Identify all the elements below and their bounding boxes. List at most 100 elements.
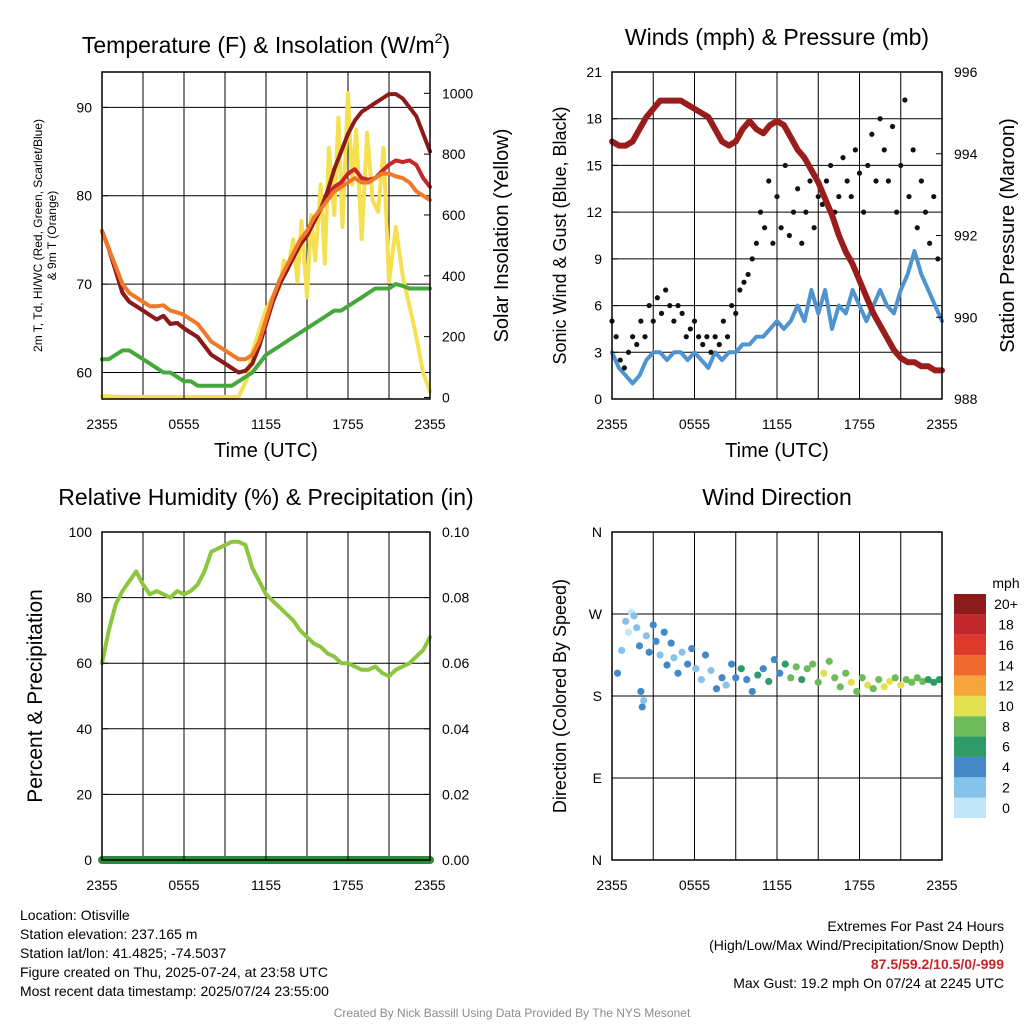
direction-point [908,678,916,686]
direction-point [831,674,839,682]
x-tick-label: 0555 [168,416,199,432]
x-tick-label: 1155 [251,877,281,893]
gust-point [828,162,834,169]
gust-point [935,256,941,262]
direction-point [787,674,795,682]
y-right-tick-label: 600 [442,207,466,223]
tick-marks [611,531,943,861]
direction-point [670,654,678,662]
direction-point [842,669,850,677]
gust-point [815,193,821,200]
grid-lines [612,72,942,399]
gust-point [691,318,698,324]
y-tick-label: E [593,770,602,786]
legend-label: 10 [998,698,1014,714]
direction-point [688,645,696,653]
gust-point [823,178,830,184]
gust-point [840,155,846,161]
legend-label: 4 [1002,759,1010,775]
direction-point [732,674,740,682]
legend-label: 14 [998,657,1014,673]
direction-point [814,678,822,686]
gust-point [885,178,891,184]
direction-point [678,648,686,656]
y-right-tick-label: 0.06 [442,655,469,671]
direction-point [748,687,756,696]
direction-point [622,617,630,625]
gust-point [914,225,920,231]
y-tick-label: 60 [76,364,92,380]
direction-point [637,687,645,696]
y-tick-label: S [593,688,602,704]
direction-point [781,660,789,668]
y-right-tick-label: 0 [442,389,450,405]
extremes-panel: Extremes For Past 24 Hours (High/Low/Max… [709,917,1004,993]
direction-point [924,676,932,684]
x-tick-label: 2355 [926,416,957,432]
x-tick-label: 1755 [332,877,363,893]
direction-point [776,669,784,677]
direction-point [635,642,644,650]
gust-point [716,341,722,348]
gust-point [753,240,759,246]
x-tick-label: 2355 [926,877,957,893]
direction-point [660,628,668,636]
chart-title-end: ) [442,32,450,58]
y-tick-label: W [589,606,603,622]
y-right-tick-label: 200 [442,329,466,345]
direction-point [645,648,653,656]
station-info: Location: Otisville Station elevation: 2… [20,906,329,1001]
gust-point [663,287,669,293]
created-text: Figure created on Thu, 2025-07-24, at 23… [20,964,328,980]
x-tick-label: 2355 [596,877,627,893]
recent-text: Most recent data timestamp: 2025/07/24 2… [20,983,329,999]
direction-point [630,612,638,620]
gust-point [638,318,644,324]
gust-point [646,302,652,309]
direction-point [692,665,700,673]
legend-label: 12 [998,678,1014,694]
x-tick-label: 2355 [414,877,445,893]
y-tick-label: 18 [586,111,602,127]
legend-swatch [954,716,986,737]
chart-title: Temperature (F) & Insolation (W/m2) [82,30,450,58]
direction-point [618,646,626,655]
y-tick-label: 80 [76,188,92,204]
y-axis-label-line-1: 2m T, Td, HI/WC (Red, Green, Scarlet/Blu… [31,119,45,352]
chart-title-sup: 2 [435,30,443,46]
direction-point [718,674,726,682]
direction-point [825,657,833,665]
gust-point [630,334,636,340]
y-tick-label: 20 [76,786,92,802]
y-tick-label: N [592,524,602,540]
gust-point [898,162,904,169]
direction-point [798,676,806,684]
direction-point [759,665,767,673]
gust-point [724,334,731,340]
series-relative-humidity [100,539,432,679]
series-sonic-wind-blue [610,249,944,386]
tick-marks [611,71,943,400]
y-right-tick-label: 800 [442,146,466,162]
x-tick-label: 1755 [844,416,875,432]
legend-swatch [954,736,986,757]
direction-point [919,677,927,686]
direction-point [754,671,762,679]
series-gust-points [609,97,941,371]
direction-point [930,678,938,686]
direction-point [737,665,745,673]
legend-swatch [954,594,986,615]
y-right-tick-label: 400 [442,268,466,284]
gust-point [819,201,825,207]
x-tick-label: 2355 [86,877,117,893]
gust-point [873,178,879,184]
gust-point [696,334,702,340]
x-tick-label: 1155 [251,416,281,432]
legend-swatch [954,634,986,656]
extremes-title: Extremes For Past 24 Hours [827,918,1004,934]
legend-label: 8 [1002,718,1010,734]
y-tick-label: 6 [594,298,602,314]
gust-point [889,123,896,130]
direction-point [820,669,828,677]
